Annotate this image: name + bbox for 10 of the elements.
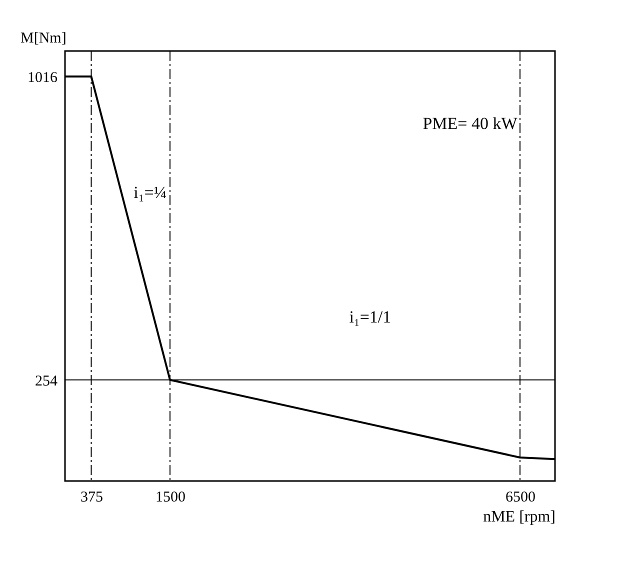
annotation: PME= 40 kW (422, 114, 518, 134)
y-tick-label: 1016 (28, 70, 58, 86)
y-tick-label: 254 (35, 373, 58, 390)
annotation: i₁=¼ (134, 182, 167, 202)
x-tick-label: 375 (80, 490, 103, 506)
x-tick-label: 6500 (506, 490, 536, 506)
y-axis-title: M[Nm] (20, 30, 66, 46)
x-tick-label: 1500 (156, 490, 186, 506)
x-axis-title: nME [rpm] (483, 508, 556, 526)
annotation: i₁=1/1 (349, 308, 392, 327)
